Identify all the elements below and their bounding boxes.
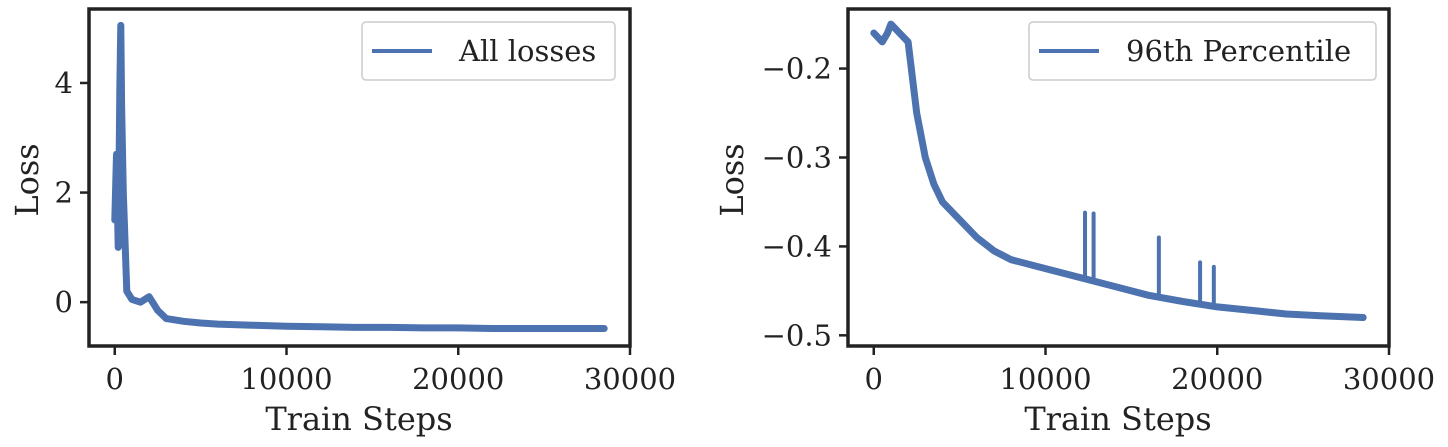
right-legend-label: 96th Percentile: [1126, 34, 1351, 68]
right-y-tick-label: −0.3: [762, 140, 832, 174]
right-x-tick-label: 20000: [1171, 362, 1263, 396]
left-x-ticks: 0 10000 20000 30000: [106, 346, 676, 396]
left-plot-lines: [111, 21, 608, 332]
right-x-tick-label: 30000: [1343, 362, 1435, 396]
right-y-ticks: −0.5 −0.4 −0.3 −0.2: [762, 52, 848, 352]
left-series-line-0: [111, 21, 608, 332]
left-x-tick-label: 20000: [412, 362, 504, 396]
right-y-axis-label: Loss: [713, 143, 751, 216]
right-y-tick-label: −0.2: [762, 52, 832, 86]
right-plot-lines: [870, 20, 1367, 321]
left-x-tick-label: 0: [106, 362, 124, 396]
left-y-tick-label: 0: [55, 285, 73, 319]
left-y-tick-label: 2: [55, 176, 73, 210]
left-legend: All losses: [361, 21, 616, 81]
left-x-axis-label: Train Steps: [265, 400, 452, 438]
right-y-tick-label: −0.4: [762, 229, 832, 263]
left-y-axis-label: Loss: [8, 143, 46, 216]
left-x-tick-label: 10000: [240, 362, 332, 396]
left-x-tick-label: 30000: [584, 362, 676, 396]
right-y-tick-label: −0.5: [762, 318, 832, 352]
left-legend-label: All losses: [458, 34, 596, 68]
right-series-line-0: [870, 20, 1367, 321]
left-y-tick-label: 4: [55, 66, 73, 100]
left-legend-box: [361, 21, 616, 81]
left-y-ticks: 0 2 4: [55, 66, 89, 319]
right-x-tick-label: 10000: [999, 362, 1091, 396]
right-x-tick-label: 0: [865, 362, 883, 396]
right-panel: 0 10000 20000 30000 −0.5 −0.4 −0.3 −0.2 Train …: [713, 7, 1435, 438]
right-x-axis-label: Train Steps: [1024, 400, 1211, 438]
right-plot-frame: [846, 7, 1391, 348]
left-plot-frame: [87, 7, 632, 348]
right-legend: 96th Percentile: [1028, 21, 1377, 81]
left-panel: 0 10000 20000 30000 0 2 4 Train Steps Loss Al…: [8, 7, 676, 438]
right-legend-box: [1028, 21, 1377, 81]
right-x-ticks: 0 10000 20000 30000: [865, 346, 1435, 396]
